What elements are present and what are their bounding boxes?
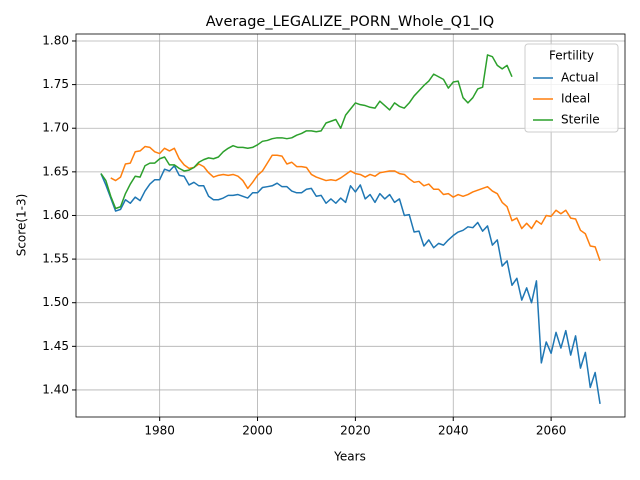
chart-title: Average_LEGALIZE_PORN_Whole_Q1_IQ bbox=[206, 14, 494, 30]
legend-label: Sterile bbox=[561, 113, 600, 127]
legend: Fertility Actual Ideal Sterile bbox=[524, 43, 619, 133]
series-line bbox=[100, 54, 513, 210]
x-tick-label: 2060 bbox=[536, 424, 567, 438]
y-tick-label: 1.40 bbox=[42, 382, 69, 396]
y-tick-label: 1.50 bbox=[42, 295, 69, 309]
y-tick-label: 1.80 bbox=[42, 33, 69, 47]
y-tick-label: 1.70 bbox=[42, 121, 69, 135]
legend-label: Ideal bbox=[561, 92, 590, 106]
legend-box bbox=[524, 43, 619, 133]
y-tick-label: 1.45 bbox=[42, 339, 69, 353]
x-tick-label: 2020 bbox=[340, 424, 371, 438]
y-axis-label: Score(1-3) bbox=[15, 194, 29, 257]
legend-title: Fertility bbox=[549, 49, 594, 63]
x-tick-label: 2040 bbox=[438, 424, 469, 438]
x-tick-label: 2000 bbox=[242, 424, 273, 438]
y-tick-label: 1.60 bbox=[42, 208, 69, 222]
legend-label: Actual bbox=[561, 71, 599, 85]
y-tick-label: 1.75 bbox=[42, 77, 69, 91]
series-line bbox=[100, 164, 601, 405]
plot-frame bbox=[75, 33, 626, 418]
x-tick-label: 1980 bbox=[144, 424, 175, 438]
x-axis-label: Years bbox=[333, 450, 366, 464]
y-tick-label: 1.65 bbox=[42, 164, 69, 178]
y-tick-label: 1.55 bbox=[42, 252, 69, 266]
